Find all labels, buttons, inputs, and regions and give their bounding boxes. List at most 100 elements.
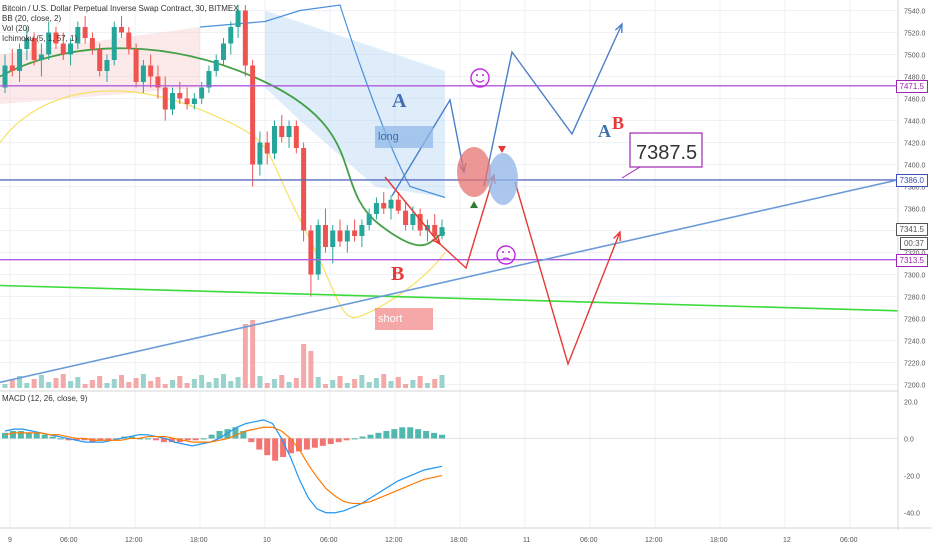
volume-bar	[140, 374, 146, 388]
volume-bar	[388, 381, 394, 388]
macd-hist-bar	[73, 438, 80, 441]
macd-hist-bar	[57, 438, 64, 440]
candle-body	[155, 76, 161, 88]
candle-body	[366, 214, 372, 225]
label-a-second: A	[598, 121, 611, 141]
volume-bar	[2, 384, 8, 388]
macd-hist-bar	[240, 431, 247, 439]
volume-bar	[257, 376, 263, 388]
blue-circle-marker	[488, 153, 518, 205]
macd-hist-bar	[33, 432, 40, 439]
legend-symbol: Bitcoin / U.S. Dollar Perpetual Inverse …	[2, 4, 239, 13]
horizontal-levels	[0, 85, 899, 384]
red-circle-marker	[457, 147, 491, 197]
macd-hist-bar	[367, 434, 374, 439]
signal-line	[4, 426, 443, 505]
green-up-arrow-icon	[470, 201, 478, 208]
volume-bar	[308, 351, 314, 388]
candle-body	[199, 87, 205, 99]
time-tick-label: 9	[8, 537, 12, 544]
volume-bar	[148, 381, 154, 388]
macd-tick-label: -40.0	[904, 511, 920, 518]
sad-face-icon-eye	[502, 251, 504, 253]
volume-bar	[53, 378, 59, 388]
candle-body	[381, 203, 387, 209]
candle-body	[60, 43, 66, 55]
macd-hist-bar	[160, 438, 167, 443]
callout-box	[629, 132, 703, 168]
macd-hist-bar	[415, 429, 422, 439]
candle-body	[250, 65, 256, 165]
volume-bar	[177, 376, 183, 388]
time-tick-label: 18:00	[710, 537, 728, 544]
candle-body	[228, 27, 234, 44]
volume-bar	[322, 384, 328, 388]
short-label: short	[378, 313, 402, 325]
candle-body	[68, 43, 74, 55]
macd-hist-bar	[311, 438, 318, 448]
time-tick-label: 18:00	[190, 537, 208, 544]
candle-body	[373, 203, 379, 214]
volume-bar	[17, 376, 23, 388]
volume-bar	[170, 380, 176, 388]
time-tick-label: 06:00	[840, 537, 858, 544]
macd-hist-bar	[216, 431, 223, 439]
annotation-layer: long short A B A B 7387.5	[375, 90, 703, 330]
price-tick-label: 7500.0	[904, 53, 926, 60]
volume-bar	[60, 374, 66, 388]
candle-body	[177, 93, 183, 99]
candle-body	[148, 65, 154, 77]
volume-bar	[75, 377, 81, 388]
volume-bar	[46, 382, 52, 388]
candle-body	[2, 65, 8, 88]
price-badge: 00:37	[899, 236, 928, 250]
volume-bar	[104, 383, 110, 388]
candle-body	[330, 230, 336, 247]
macd-hist-bar	[375, 432, 382, 439]
price-badge: 7386.0	[895, 173, 928, 187]
candle-body	[89, 38, 95, 49]
macd-hist-bar	[152, 438, 159, 441]
candle-body	[315, 225, 321, 275]
volume-bar	[221, 374, 226, 388]
candle-body	[17, 49, 23, 71]
happy-face-icon-eye	[482, 74, 484, 76]
volume-bar	[271, 379, 277, 388]
volume-bar	[410, 380, 416, 388]
candle-body	[293, 126, 299, 148]
candle-body	[184, 98, 190, 104]
price-tick-label: 7440.0	[904, 119, 926, 126]
price-tick-label: 7480.0	[904, 75, 926, 82]
volume-bar	[68, 381, 74, 388]
volume-bar	[352, 379, 358, 388]
sad-face-icon-mouth	[501, 257, 511, 261]
trend-line	[0, 179, 899, 384]
macd-hist-bar	[208, 434, 215, 439]
volume-bar	[9, 380, 15, 388]
macd-hist-bar	[200, 438, 207, 440]
macd-tick-label: -20.0	[904, 474, 920, 481]
volume-bar	[417, 376, 423, 388]
macd-hist-bar	[383, 431, 390, 439]
time-tick-label: 06:00	[580, 537, 598, 544]
time-tick-label: 06:00	[60, 537, 78, 544]
price-tick-label: 7280.0	[904, 295, 926, 302]
price-badge: 7341.5	[895, 222, 928, 236]
label-b-first: B	[391, 263, 404, 285]
candle-body	[53, 32, 59, 44]
candle-body	[9, 65, 15, 71]
candle-body	[337, 230, 343, 242]
macd-hist-bar	[2, 432, 8, 439]
candle-body	[257, 142, 263, 165]
candle-body	[97, 49, 103, 71]
candle-body	[439, 227, 445, 236]
price-tick-label: 7260.0	[904, 317, 926, 324]
macd-hist-bar	[280, 438, 287, 457]
macd-line	[4, 419, 443, 514]
candle-body	[308, 230, 314, 275]
macd-hist-bar	[303, 438, 310, 450]
volume-bar	[293, 378, 299, 388]
candle-body	[119, 27, 125, 33]
